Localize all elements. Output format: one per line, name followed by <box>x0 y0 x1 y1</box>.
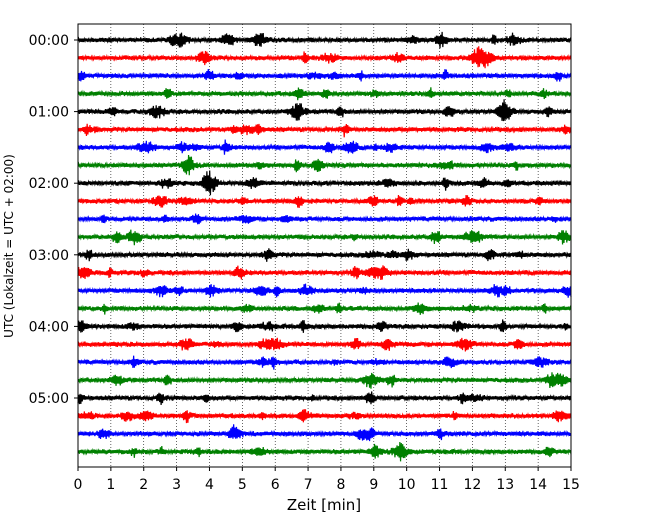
y-tick-label-04:00: 04:00 <box>29 319 69 335</box>
x-tick-label-8: 8 <box>336 477 345 493</box>
x-tick-label-1: 1 <box>106 477 115 493</box>
trace-03:15 <box>77 265 572 280</box>
trace-01:00 <box>77 99 572 122</box>
trace-00:45 <box>77 87 572 101</box>
trace-00:15 <box>77 46 572 69</box>
y-tick-label-02:00: 02:00 <box>29 176 69 192</box>
trace-00:30 <box>77 69 572 82</box>
y-tick-label-05:00: 05:00 <box>29 391 69 407</box>
plot-frame <box>77 23 572 468</box>
x-tick-label-4: 4 <box>205 477 214 493</box>
trace-04:45 <box>77 372 572 389</box>
trace-04:15 <box>77 337 572 352</box>
y-axis-label: UTC (Lokalzeit = UTC + 02:00) <box>2 154 16 338</box>
trace-01:45 <box>77 155 572 176</box>
x-tick-label-6: 6 <box>271 477 280 493</box>
x-tick-label-2: 2 <box>139 477 148 493</box>
trace-04:30 <box>77 355 572 370</box>
x-tick-label-14: 14 <box>529 477 547 493</box>
seismic-traces <box>77 31 572 462</box>
x-tick-label-13: 13 <box>496 477 514 493</box>
x-axis-label: Zeit [min] <box>287 496 361 514</box>
trace-02:45 <box>77 229 572 246</box>
trace-05:30 <box>77 424 572 442</box>
y-tick-label-01:00: 01:00 <box>29 105 69 121</box>
x-tick-label-12: 12 <box>463 477 481 493</box>
trace-02:30 <box>77 213 572 225</box>
x-tick-label-7: 7 <box>304 477 313 493</box>
y-tick-label-03:00: 03:00 <box>29 248 69 264</box>
x-tick-label-11: 11 <box>431 477 449 493</box>
trace-03:00 <box>77 248 572 262</box>
trace-03:30 <box>77 283 572 298</box>
x-tick-label-5: 5 <box>238 477 247 493</box>
y-tick-label-00:00: 00:00 <box>29 33 69 49</box>
trace-05:45 <box>77 442 572 462</box>
trace-04:00 <box>77 319 572 333</box>
trace-05:00 <box>77 391 572 405</box>
trace-02:00 <box>77 170 572 196</box>
trace-03:45 <box>77 302 572 315</box>
x-tick-label-3: 3 <box>172 477 181 493</box>
trace-01:30 <box>77 139 572 155</box>
x-tick-label-10: 10 <box>398 477 416 493</box>
x-axis-ticks: 0 1 2 3 4 5 6 7 8 9 10 11 12 13 14 15 <box>74 467 580 493</box>
y-axis-ticks: 00:00 01:00 02:00 03:00 04:00 05:00 <box>29 33 78 407</box>
x-tick-label-15: 15 <box>562 477 580 493</box>
trace-02:15 <box>77 194 572 208</box>
trace-05:15 <box>77 409 572 424</box>
x-tick-label-0: 0 <box>74 477 83 493</box>
trace-01:15 <box>77 123 572 138</box>
minute-gridlines <box>110 24 539 467</box>
trace-00:00 <box>77 31 572 49</box>
x-tick-label-9: 9 <box>369 477 378 493</box>
